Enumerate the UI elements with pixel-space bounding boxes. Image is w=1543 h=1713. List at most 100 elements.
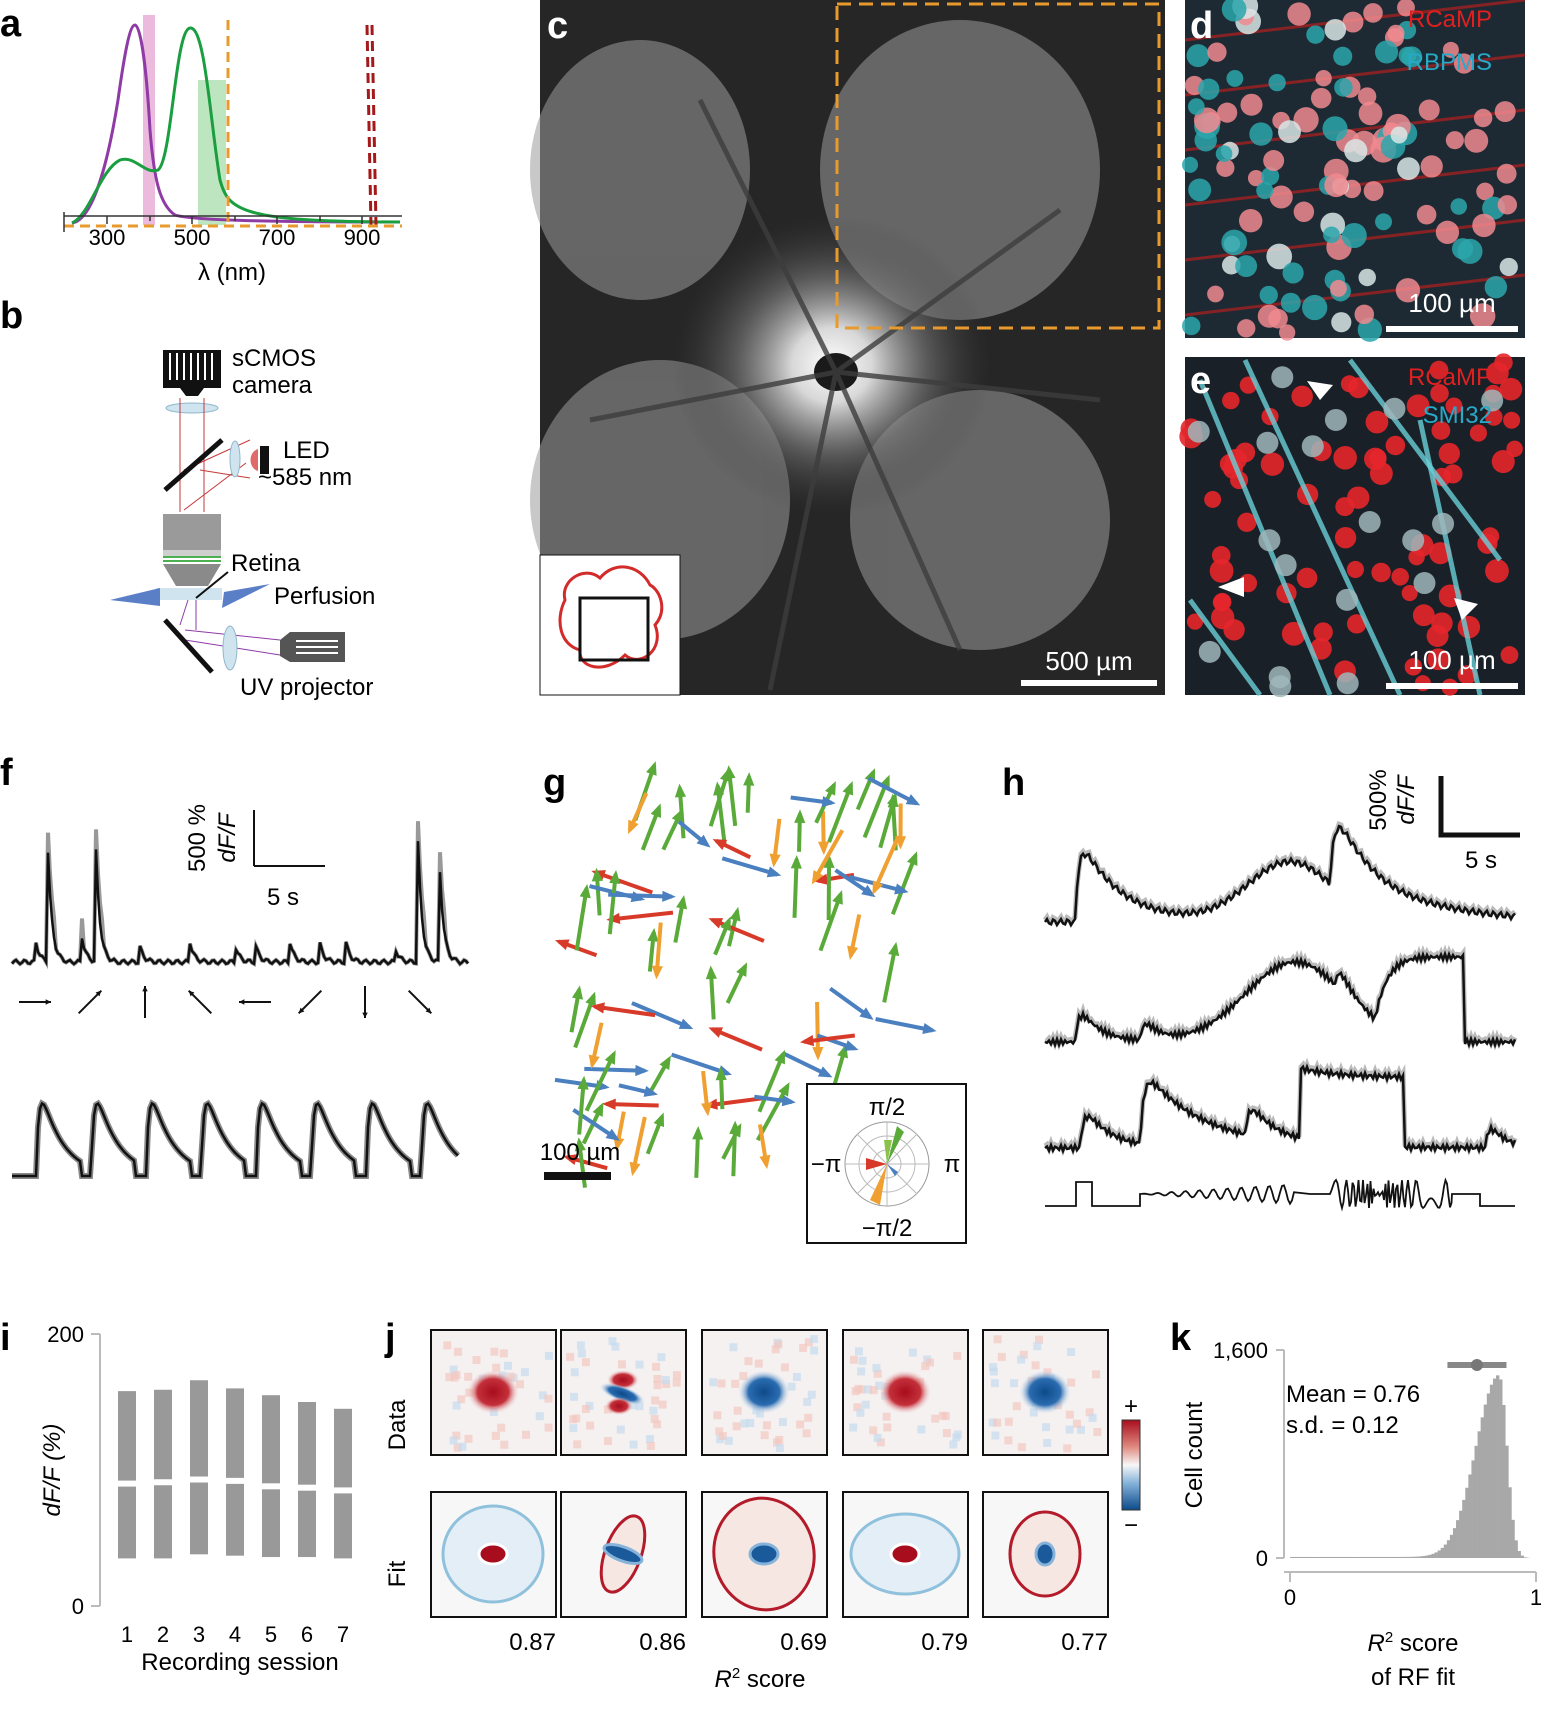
direction-arrow-head-orange (817, 841, 830, 856)
noise-pixel (452, 1401, 461, 1410)
histogram-bar (1366, 1556, 1371, 1558)
cell (1398, 46, 1417, 65)
noise-pixel (991, 1431, 1000, 1440)
histogram-bar (1357, 1556, 1362, 1558)
cell (1293, 201, 1315, 223)
colorbar-plus: + (1124, 1393, 1138, 1420)
noise-pixel (921, 1362, 930, 1371)
direction-arrow-head-blue (859, 1007, 874, 1020)
panel-c: c 500 µm (530, 0, 1165, 696)
noise-pixel (452, 1371, 461, 1380)
noise-pixel (573, 1440, 582, 1449)
histogram-bar (1416, 1556, 1420, 1558)
rf-fit-center (889, 1542, 921, 1566)
row-label-data: Data (384, 1399, 411, 1450)
cell (1390, 126, 1408, 144)
direction-arrow-head-green (653, 1112, 665, 1128)
cell (1238, 208, 1263, 233)
noise-pixel (804, 1413, 813, 1422)
histogram-bar (1456, 1520, 1460, 1558)
direction-arrow-head-blue (861, 884, 876, 898)
noise-pixel (715, 1427, 724, 1436)
scalebar-h (1438, 776, 1520, 838)
direction-arrow-head (95, 990, 102, 997)
histogram-bar (1317, 1556, 1322, 1558)
noise-pixel (611, 1342, 620, 1351)
direction-arrow-head (188, 990, 195, 997)
row-label-fit: Fit (384, 1560, 411, 1587)
cell (1182, 156, 1199, 173)
cell (1346, 560, 1365, 579)
noise-pixel (796, 1420, 805, 1429)
noise-pixel (1085, 1408, 1094, 1417)
cell (1375, 213, 1392, 231)
cell (1217, 102, 1238, 123)
noise-pixel (1042, 1423, 1051, 1432)
cell (1269, 185, 1293, 209)
noise-pixel (713, 1411, 722, 1420)
noise-pixel (917, 1425, 926, 1434)
retina-chamber (156, 588, 222, 600)
direction-arrow-head-green (719, 767, 731, 783)
noise-pixel (617, 1360, 626, 1369)
noise-pixel (861, 1400, 870, 1409)
noise-pixel (662, 1380, 671, 1389)
zoom-region-box (835, 2, 1161, 330)
cell (1391, 568, 1409, 586)
histogram-bar (1311, 1556, 1315, 1558)
cell (1365, 410, 1389, 434)
cell (1453, 53, 1475, 74)
r2-score-label: 0.77 (1061, 1629, 1108, 1656)
cell (1334, 78, 1353, 97)
direction-arrow-head-green (579, 884, 591, 899)
direction-arrow-head-blue (766, 866, 782, 878)
scalebar-h-y-label: 500% (1365, 769, 1392, 830)
noise-pixel (746, 1419, 755, 1427)
noise-pixel (1063, 1444, 1072, 1453)
tick-700: 700 (259, 225, 296, 250)
noise-pixel (809, 1335, 818, 1344)
scalebar-f-x-label: 5 s (267, 884, 299, 911)
cell (1260, 452, 1285, 476)
cell (1257, 304, 1281, 328)
r2-score-label: 0.86 (639, 1629, 686, 1656)
noise-pixel (771, 1345, 780, 1354)
xtick-i: 1 (121, 1622, 133, 1647)
noise-pixel (449, 1436, 458, 1445)
smi32-cell (1481, 389, 1504, 412)
cell (1334, 526, 1357, 549)
scalebar-f-y-unit: dF/F (214, 812, 241, 863)
bar-lower (334, 1493, 352, 1559)
direction-arrow-green (882, 945, 898, 1003)
cell (1324, 173, 1349, 198)
smi32-cell (1336, 672, 1359, 695)
histogram-bar (1388, 1556, 1392, 1558)
noise-pixel (581, 1404, 590, 1413)
stain-e-2: SMI32 (1423, 402, 1492, 429)
direction-arrow-head-blue (922, 1023, 937, 1035)
noise-pixel (883, 1423, 892, 1432)
noise-pixel (497, 1423, 506, 1432)
histogram-bar (1320, 1556, 1325, 1558)
histogram-bar (1354, 1556, 1358, 1558)
direction-arrow-green (890, 854, 918, 916)
noise-pixel (672, 1378, 681, 1387)
histogram-bar (1477, 1431, 1481, 1558)
arrowhead-3 (1454, 598, 1478, 620)
xtick-i: 7 (337, 1622, 349, 1647)
noise-pixel (774, 1340, 783, 1349)
direction-arrow-head-green (790, 855, 802, 869)
noise-pixel (653, 1374, 662, 1383)
direction-arrow-head-blue (821, 796, 836, 808)
noise-pixel (453, 1443, 462, 1452)
lens-top (165, 402, 219, 414)
cell (1278, 120, 1301, 144)
direction-arrow-head-red (602, 1098, 616, 1110)
lens-projector (222, 625, 238, 671)
direction-arrow-head-green (736, 962, 748, 977)
histogram-bar (1511, 1519, 1515, 1558)
rf-center-blob (879, 1370, 931, 1414)
polar-top-label: π/2 (869, 1094, 906, 1121)
noise-pixel (853, 1403, 862, 1412)
noise-pixel (1035, 1335, 1044, 1344)
